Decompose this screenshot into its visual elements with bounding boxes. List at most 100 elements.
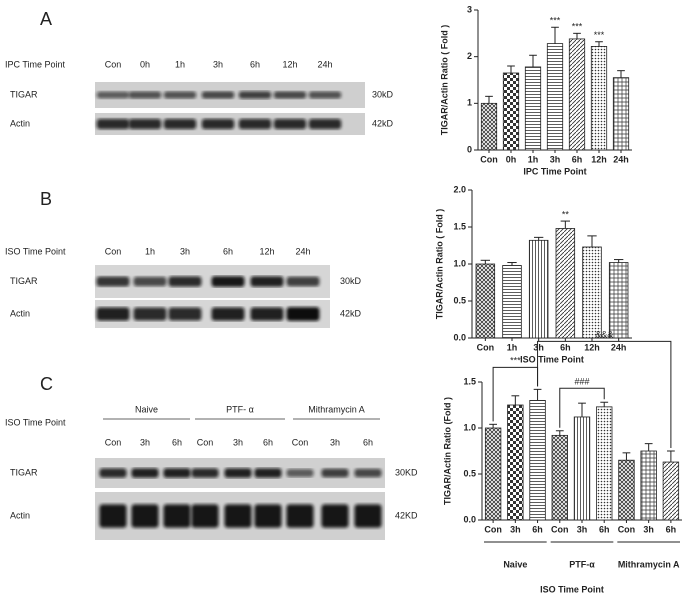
x-tick-label: 24h	[613, 154, 629, 164]
bar	[568, 38, 586, 151]
bar	[573, 416, 591, 521]
x-tick-label: 12h	[584, 342, 600, 352]
blot-band	[286, 468, 314, 478]
y-tick-label: 3	[467, 4, 472, 14]
panel-label: A	[40, 9, 52, 29]
bar	[502, 72, 520, 151]
lane-label: 12h	[282, 59, 297, 69]
bracket	[559, 387, 605, 428]
lane-label: 6h	[223, 246, 233, 256]
blot-band	[286, 276, 320, 287]
band-size: 30kD	[372, 89, 394, 99]
bar	[555, 228, 576, 339]
lane-label: 1h	[145, 246, 155, 256]
blot-band	[133, 276, 167, 287]
blot-band	[163, 468, 191, 478]
blot-band	[163, 504, 191, 528]
y-axis-label: TIGAR/Actin Ratio ( Fold )	[434, 209, 444, 320]
blot-band	[250, 307, 284, 321]
lane-label: 6h	[250, 59, 260, 69]
band-size: 30kD	[340, 276, 362, 286]
blot-band	[224, 504, 252, 528]
y-tick-label: 1.5	[463, 376, 476, 386]
lane-label: 3h	[330, 437, 340, 447]
x-tick-label: 0h	[506, 154, 517, 164]
blot-band	[163, 91, 197, 99]
lane-label: 3h	[180, 246, 190, 256]
blot-band	[96, 118, 130, 130]
blot-band	[131, 504, 159, 528]
blot-axis-label: ISO Time Point	[5, 246, 66, 256]
y-tick-label: 1.0	[463, 422, 476, 432]
x-tick-label: 6h	[532, 524, 543, 534]
group-label: PTF-α	[569, 559, 595, 569]
y-tick-label: 0.0	[463, 514, 476, 524]
bar	[529, 399, 546, 521]
blot-group-label: Naive	[135, 404, 158, 414]
x-tick-label: Con	[480, 154, 498, 164]
significance: ***	[550, 16, 561, 26]
band-size: 42KD	[395, 510, 418, 520]
lane-label: 3h	[140, 437, 150, 447]
blot-band	[273, 91, 307, 99]
y-tick-label: 2	[467, 51, 472, 61]
blot-group-label: PTF- α	[226, 404, 254, 414]
blot-band	[211, 307, 245, 321]
panel-label: C	[40, 374, 53, 394]
x-tick-label: 6h	[666, 524, 677, 534]
y-tick-label: 0.5	[463, 468, 476, 478]
lane-label: Con	[292, 437, 309, 447]
lane-label: 24h	[295, 246, 310, 256]
lane-label: 6h	[363, 437, 373, 447]
y-axis-label: TIGAR/Actin Ratio (Fold )	[442, 397, 452, 505]
blot-axis-label: IPC Time Point	[5, 59, 66, 69]
blot-band	[96, 276, 130, 287]
blot-band	[308, 91, 342, 99]
x-tick-label: Con	[551, 524, 569, 534]
bar	[507, 404, 524, 521]
significance: ***	[572, 22, 583, 32]
x-tick-label: 3h	[533, 342, 544, 352]
y-tick-label: 1.0	[453, 258, 466, 268]
lane-label: Con	[105, 437, 122, 447]
bracket	[537, 340, 672, 448]
band-size: 30KD	[395, 467, 418, 477]
significance: ***	[594, 30, 605, 40]
bracket-label: ***	[510, 356, 521, 366]
blot-band	[254, 468, 282, 478]
x-tick-label: 1h	[528, 154, 539, 164]
lane-label: 3h	[213, 59, 223, 69]
bar	[475, 263, 496, 339]
blot-band	[238, 91, 272, 99]
bar	[640, 450, 657, 521]
blot-band	[238, 118, 272, 130]
x-tick-label: 3h	[643, 524, 654, 534]
band-size: 42kD	[340, 308, 362, 318]
blot-band	[254, 504, 282, 528]
blot-band	[321, 504, 349, 528]
lane-label: 6h	[263, 437, 273, 447]
blot-band	[163, 118, 197, 130]
row-label: Actin	[10, 510, 30, 520]
x-tick-label: Con	[484, 524, 502, 534]
lane-label: 3h	[233, 437, 243, 447]
y-tick-label: 0.5	[453, 295, 466, 305]
x-tick-label: 3h	[550, 154, 561, 164]
group-label: Mithramycin A	[618, 559, 680, 569]
blot-group-label: Mithramycin A	[308, 404, 365, 414]
row-label: TIGAR	[10, 89, 38, 99]
bar	[612, 77, 630, 151]
bar	[480, 102, 498, 151]
lane-label: 0h	[140, 59, 150, 69]
blot-band	[224, 468, 252, 478]
x-tick-label: 6h	[572, 154, 583, 164]
blot-band	[286, 504, 314, 528]
bar	[551, 434, 568, 521]
blot-band	[168, 276, 202, 287]
y-tick-label: 0.0	[453, 332, 466, 342]
lane-label: Con	[105, 59, 122, 69]
y-tick-label: 1.5	[453, 221, 466, 231]
x-tick-label: 24h	[611, 342, 627, 352]
x-axis-label: ISO Time Point	[540, 584, 604, 594]
blot-band	[128, 91, 162, 99]
